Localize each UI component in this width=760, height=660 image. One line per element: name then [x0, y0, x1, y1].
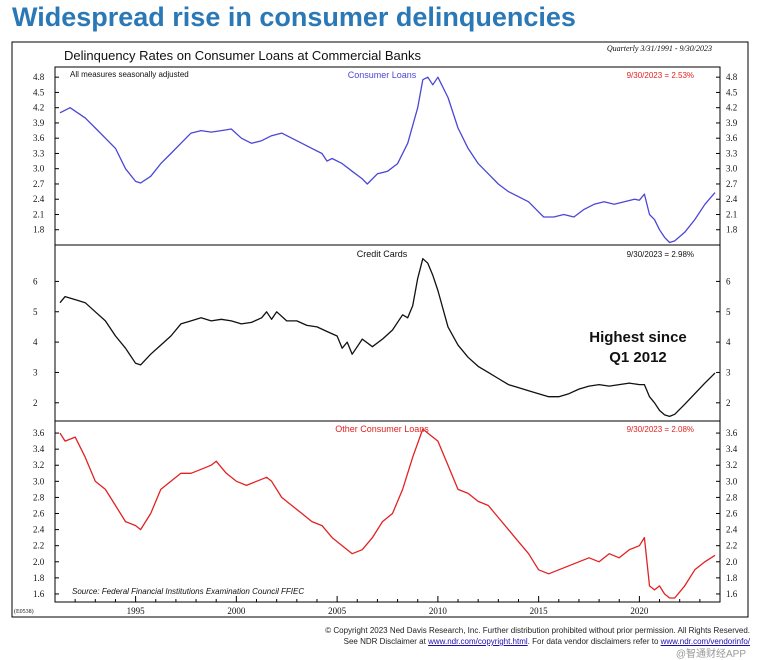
y-tick-label-right: 2.7 — [726, 179, 738, 189]
y-tick-label-left: 2.0 — [33, 557, 45, 567]
copyright-line: © Copyright 2023 Ned Davis Research, Inc… — [325, 626, 750, 635]
y-tick-label-right: 2 — [726, 398, 731, 408]
y-tick-label-right: 3.9 — [726, 118, 738, 128]
y-tick-label-right: 1.8 — [726, 573, 738, 583]
y-tick-label-right: 3 — [726, 367, 731, 377]
y-tick-label-right: 5 — [726, 307, 731, 317]
y-tick-label-left: 6 — [33, 276, 38, 286]
y-tick-label-left: 2 — [33, 398, 38, 408]
y-tick-label-right: 4 — [726, 337, 731, 347]
chart-marks: 4.8 4.8 4.5 4.5 4.2 4.2 3.9 3.9 3.6 3.6 3.3 3.3 3.0 3… — [33, 72, 738, 616]
y-tick-label-left: 4.2 — [33, 103, 44, 113]
y-tick-label-left: 3 — [33, 367, 38, 377]
y-tick-label-right: 2.0 — [726, 557, 738, 567]
disclaimer-line: See NDR Disclaimer at www.ndr.com/copyri… — [280, 637, 750, 646]
vendor-link[interactable]: www.ndr.com/vendorinfo/ — [660, 637, 750, 646]
y-tick-label-left: 4 — [33, 337, 38, 347]
y-tick-label-right: 3.0 — [726, 476, 738, 486]
y-tick-label-right: 3.2 — [726, 460, 737, 470]
plot-frame — [54, 66, 721, 603]
series-line-0 — [59, 76, 716, 244]
x-tick-label: 2015 — [530, 606, 549, 616]
x-tick-label: 2020 — [630, 606, 649, 616]
y-tick-label-right: 4.8 — [726, 72, 738, 82]
period-note: Quarterly 3/31/1991 - 9/30/2023 — [607, 44, 712, 53]
x-tick-label: 1995 — [127, 606, 146, 616]
disclaimer-lead: See NDR Disclaimer at — [343, 637, 429, 646]
y-tick-label-left: 2.8 — [33, 492, 45, 502]
x-tick-label: 2005 — [328, 606, 347, 616]
y-tick-label-left: 5 — [33, 307, 38, 317]
disclaimer-link[interactable]: www.ndr.com/copyright.html — [428, 637, 528, 646]
series-line-2 — [59, 428, 716, 599]
y-tick-label-left: 1.8 — [33, 573, 45, 583]
consumer-loans-latest: 9/30/2023 = 2.53% — [627, 71, 694, 80]
y-tick-label-right: 6 — [726, 276, 731, 286]
y-tick-label-left: 4.8 — [33, 72, 45, 82]
y-tick-label-right: 2.6 — [726, 509, 738, 519]
annotation-line-1: Highest since — [589, 329, 687, 346]
y-tick-label-left: 3.6 — [33, 428, 45, 438]
y-tick-label-left: 3.3 — [33, 148, 45, 158]
annotation-line-2: Q1 2012 — [609, 349, 667, 366]
other-loans-latest: 9/30/2023 = 2.08% — [627, 425, 694, 434]
credit-cards-latest: 9/30/2023 = 2.98% — [627, 250, 694, 259]
y-tick-label-left: 2.6 — [33, 509, 45, 519]
y-tick-label-left: 2.4 — [33, 525, 45, 535]
x-tick-label: 2000 — [227, 606, 246, 616]
y-tick-label-right: 2.8 — [726, 492, 738, 502]
watermark: @智通财经APP — [675, 649, 746, 660]
y-tick-label-left: 3.0 — [33, 164, 45, 174]
chart-title: Delinquency Rates on Consumer Loans at C… — [64, 48, 421, 63]
y-tick-label-left: 2.2 — [33, 541, 44, 551]
y-tick-label-left: 3.4 — [33, 444, 45, 454]
y-tick-label-right: 2.1 — [726, 209, 737, 219]
y-tick-label-right: 1.6 — [726, 589, 738, 599]
y-tick-label-right: 3.4 — [726, 444, 738, 454]
y-tick-label-left: 2.4 — [33, 194, 45, 204]
disclaimer-tail: . For data vendor disclaimers refer to — [527, 637, 661, 646]
chart-frame — [11, 41, 749, 618]
credit-cards-label: Credit Cards — [357, 249, 408, 259]
y-tick-label-left: 1.8 — [33, 225, 45, 235]
y-tick-label-left: 4.5 — [33, 87, 45, 97]
y-tick-label-right: 1.8 — [726, 225, 738, 235]
other-loans-label: Other Consumer Loans — [335, 424, 429, 434]
y-tick-label-right: 3.6 — [726, 428, 738, 438]
y-tick-label-right: 2.2 — [726, 541, 737, 551]
y-tick-label-right: 2.4 — [726, 525, 738, 535]
y-tick-label-left: 1.6 — [33, 589, 45, 599]
y-tick-label-right: 4.2 — [726, 103, 737, 113]
adjust-note: All measures seasonally adjusted — [70, 70, 189, 79]
y-tick-label-right: 4.5 — [726, 87, 738, 97]
page-headline: Widespread rise in consumer delinquencie… — [12, 2, 576, 32]
y-tick-label-right: 3.6 — [726, 133, 738, 143]
y-tick-label-left: 3.9 — [33, 118, 45, 128]
y-tick-label-left: 2.7 — [33, 179, 45, 189]
y-tick-label-right: 3.0 — [726, 164, 738, 174]
y-tick-label-right: 2.4 — [726, 194, 738, 204]
y-tick-label-left: 3.2 — [33, 460, 44, 470]
x-tick-label: 2010 — [429, 606, 448, 616]
series-line-1 — [59, 258, 716, 418]
y-tick-label-left: 2.1 — [33, 209, 44, 219]
y-tick-label-right: 3.3 — [726, 148, 738, 158]
y-tick-label-left: 3.0 — [33, 476, 45, 486]
consumer-loans-label: Consumer Loans — [348, 70, 417, 80]
y-tick-label-left: 3.6 — [33, 133, 45, 143]
chart-id: (E0538) — [14, 608, 34, 615]
source-note: Source: Federal Financial Institutions E… — [72, 587, 304, 596]
